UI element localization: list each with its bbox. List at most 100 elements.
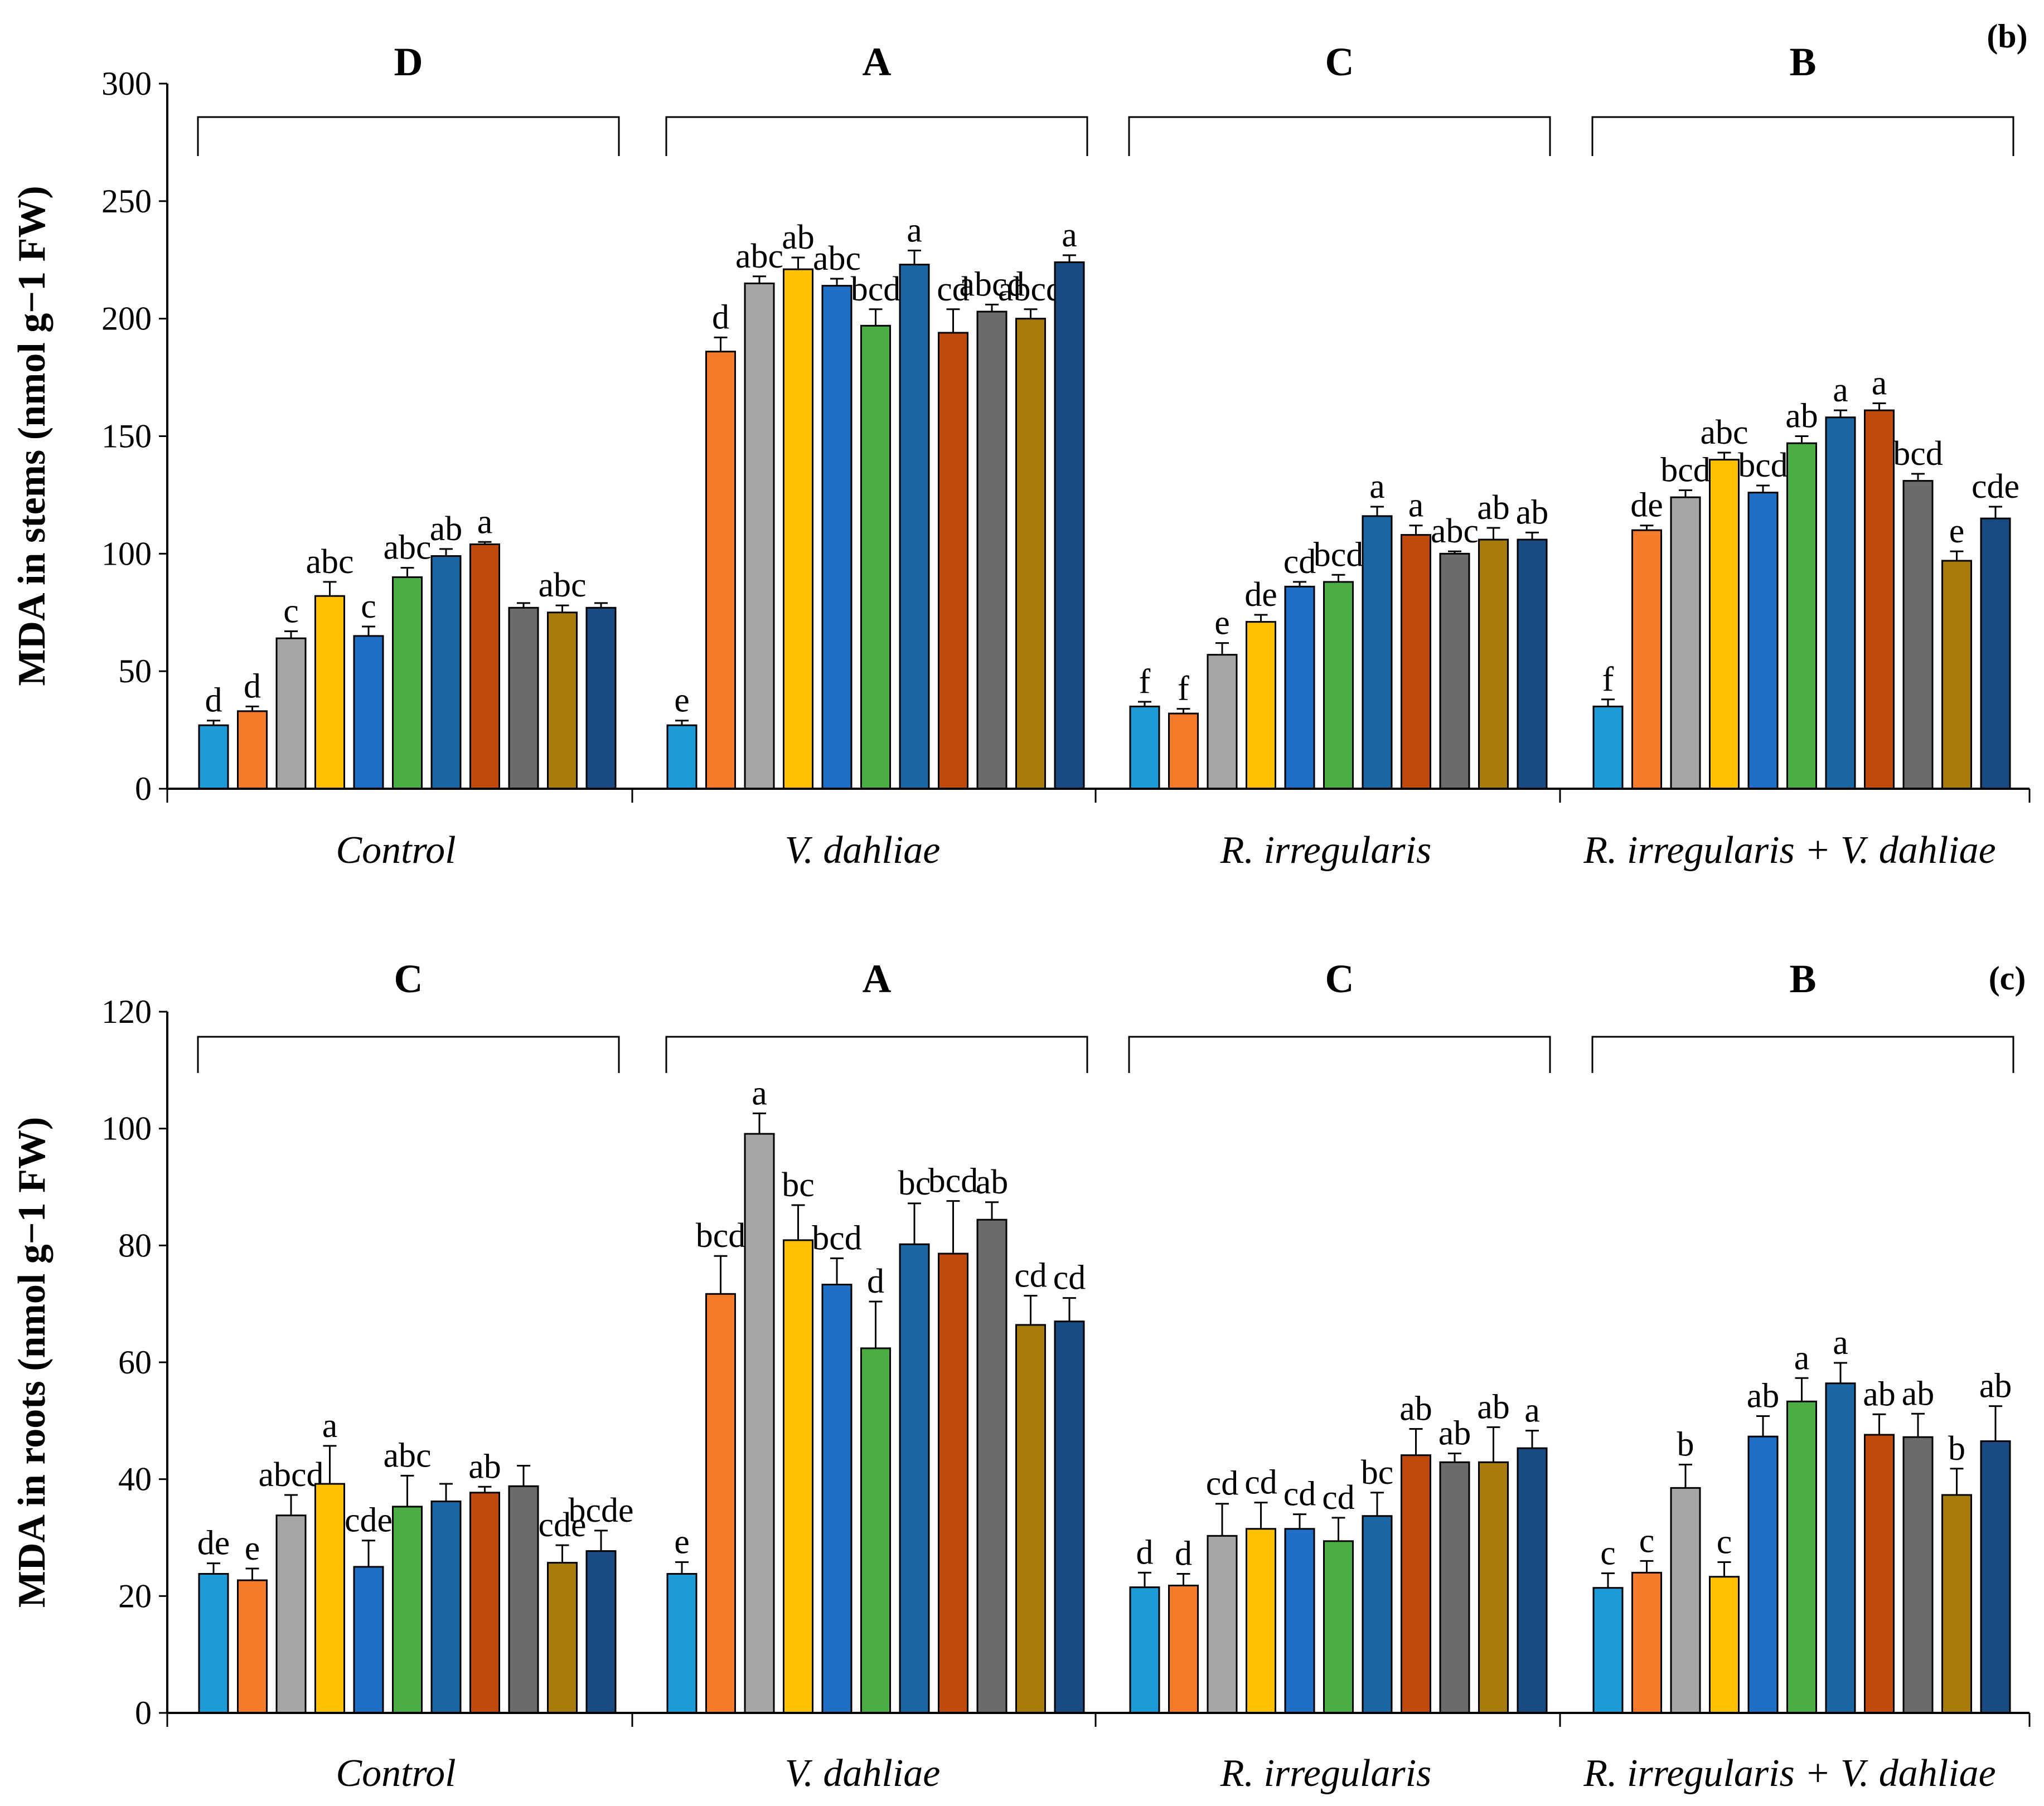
roots-y-tick-label: 80 xyxy=(118,1227,152,1264)
stems-bar xyxy=(314,595,345,790)
stems-significance-letter: ab xyxy=(1516,493,1549,531)
stems-y-tick-label: 200 xyxy=(101,300,152,337)
stems-group-bracket xyxy=(665,116,1088,156)
roots-significance-letter: cd xyxy=(1206,1465,1239,1503)
roots-significance-letter: a xyxy=(1524,1392,1540,1430)
roots-bar xyxy=(1478,1461,1509,1714)
roots-bar xyxy=(821,1284,853,1714)
roots-bar xyxy=(314,1483,345,1714)
roots-significance-letter: bc xyxy=(782,1166,815,1204)
stems-bar xyxy=(1362,515,1393,790)
roots-significance-letter: ab xyxy=(1747,1377,1780,1415)
roots-significance-letter: cd xyxy=(1322,1479,1355,1517)
roots-y-tick-label: 100 xyxy=(101,1110,152,1147)
roots-bar xyxy=(1747,1435,1779,1714)
stems-y-tick-label: 300 xyxy=(101,65,152,102)
stems-significance-letter: bcd xyxy=(1660,451,1711,489)
roots-significance-letter: cde xyxy=(345,1502,393,1540)
stems-group-bracket xyxy=(197,116,620,156)
roots-bar xyxy=(1864,1434,1895,1714)
roots-y-tick-label: 20 xyxy=(118,1577,152,1614)
stems-significance-letter: f xyxy=(1178,670,1189,708)
roots-group-bracket xyxy=(665,1036,1088,1073)
stems-bar xyxy=(1825,416,1856,790)
roots-group-bracket xyxy=(197,1036,620,1073)
roots-y-tick-label: 60 xyxy=(118,1344,152,1381)
roots-panel-label: (c) xyxy=(1989,960,2026,997)
stems-bar xyxy=(1786,442,1817,790)
roots-bar xyxy=(899,1243,930,1714)
roots-bar xyxy=(1207,1535,1238,1714)
roots-bar xyxy=(1592,1587,1624,1714)
stems-significance-letter: f xyxy=(1139,663,1151,701)
roots-bar xyxy=(1362,1515,1393,1714)
roots-y-axis-label: MDA in roots (nmol g−1 FW) xyxy=(11,1117,54,1608)
roots-bar xyxy=(1401,1454,1431,1714)
roots-significance-letter: cd xyxy=(1283,1475,1316,1513)
stems-bar xyxy=(392,576,423,790)
stems-significance-letter: d xyxy=(712,298,729,336)
stems-bar xyxy=(469,543,500,790)
stems-significance-letter: f xyxy=(1602,661,1614,698)
roots-significance-letter: abcd xyxy=(258,1456,323,1494)
stems-bar xyxy=(1631,529,1662,790)
stems-significance-letter: cd xyxy=(1283,543,1316,581)
stems-significance-letter: a xyxy=(1369,468,1385,506)
stems-significance-letter: bcd xyxy=(1893,435,1943,473)
stems-y-tick-label: 150 xyxy=(101,418,152,455)
stems-panel-label: (b) xyxy=(1987,18,2027,55)
stems-bar xyxy=(783,268,813,790)
stems-bar xyxy=(1323,581,1354,790)
stems-bar xyxy=(1670,496,1701,790)
stems-significance-letter: de xyxy=(1630,487,1663,525)
stems-category-labels: Control V. dahliae R. irregularis R. irr… xyxy=(336,829,1995,872)
stems-bar xyxy=(1054,261,1085,790)
roots-significance-letter: abc xyxy=(383,1436,431,1474)
roots-bar xyxy=(392,1506,423,1714)
stems-group-letter: C xyxy=(1325,40,1354,84)
roots-group-bracket xyxy=(1128,1036,1551,1073)
roots-significance-letter: bcd xyxy=(696,1217,746,1255)
stems-significance-letter: ab xyxy=(782,219,815,256)
roots-bar xyxy=(1902,1436,1934,1714)
roots-bar xyxy=(1439,1461,1470,1714)
stems-significance-letter: abcd xyxy=(959,265,1024,303)
roots-bar xyxy=(1129,1586,1160,1714)
stems-x-separators xyxy=(166,789,2031,803)
roots-bar xyxy=(275,1514,307,1714)
roots-bar xyxy=(1980,1440,2011,1714)
roots-y-tick-label: 120 xyxy=(101,993,152,1030)
roots-bar xyxy=(1284,1528,1315,1714)
stems-bar xyxy=(1902,480,1934,790)
stems-bar xyxy=(1980,517,2011,790)
stems-group-letter: D xyxy=(394,40,423,84)
roots-significance-letter: bcd xyxy=(812,1219,862,1257)
roots-group-letter: A xyxy=(863,957,892,1001)
roots-significance-letter: cd xyxy=(1014,1256,1047,1294)
roots-bar xyxy=(1323,1540,1354,1714)
stems-significance-letter: a xyxy=(907,211,922,249)
roots-y-ticks: 0 20 40 60 80 100 120 xyxy=(101,993,167,1731)
stems-y-tick-label: 250 xyxy=(101,183,152,220)
stems-bar xyxy=(275,637,307,790)
stems-bar xyxy=(666,724,698,790)
stems-category-label-control: Control xyxy=(336,829,456,872)
stems-significance-letter: abc xyxy=(538,566,586,604)
roots-bar xyxy=(938,1252,968,1714)
roots-significance-letter: bc xyxy=(1361,1454,1394,1492)
roots-significance-letter: c xyxy=(1639,1522,1655,1560)
stems-significance-letter: abc xyxy=(383,529,431,567)
stems-significance-letter: d xyxy=(205,682,222,720)
roots-significance-letter: c xyxy=(1600,1534,1616,1572)
stems-bar xyxy=(353,635,384,790)
stems-significance-letter: cd xyxy=(937,270,970,308)
stems-bar xyxy=(1592,705,1624,790)
roots-bar xyxy=(1631,1571,1662,1714)
roots-category-labels: Control V. dahliae R. irregularis R. irr… xyxy=(336,1752,1995,1795)
roots-significance-letter: cd xyxy=(1053,1259,1086,1297)
roots-bar xyxy=(237,1579,268,1714)
roots-bar xyxy=(1786,1400,1817,1714)
stems-bar xyxy=(198,724,229,790)
